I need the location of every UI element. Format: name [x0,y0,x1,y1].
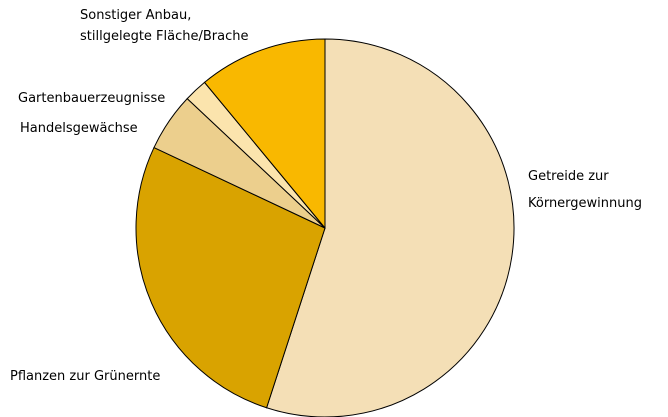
pie-slice [203,38,326,230]
slice-label: Getreide zur [528,169,609,184]
slice-label: Gartenbauerzeugnisse [18,91,165,106]
slice-label: Sonstiger Anbau, [80,8,191,23]
slice-label: Handelsgewächse [20,121,138,136]
slice-label: stillgelegte Fläche/Brache [80,29,248,44]
slice-label: Körnergewinnung [528,196,642,211]
pie-slice [135,146,326,409]
pie-slice [265,38,515,417]
slice-label: Pflanzen zur Grünernte [10,369,160,384]
